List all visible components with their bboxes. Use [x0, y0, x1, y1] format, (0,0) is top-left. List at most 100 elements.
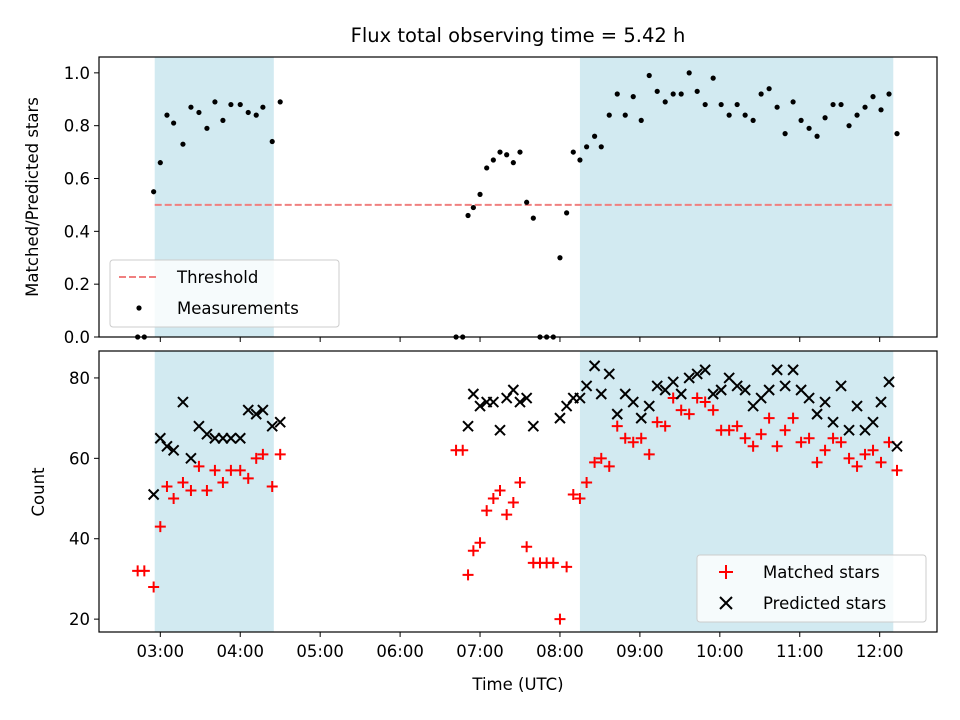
measurement-point — [484, 165, 490, 171]
matched-star-point — [635, 432, 647, 444]
measurement-point — [490, 157, 496, 163]
matched-star-point — [154, 521, 166, 533]
predicted-star-point — [588, 360, 601, 372]
ratio-y-axis-label: Matched/Predicted stars — [23, 97, 42, 297]
measurement-point — [164, 112, 170, 118]
matched-star-point — [763, 412, 775, 424]
predicted-star-point — [527, 420, 540, 432]
measurement-point — [237, 101, 243, 108]
predicted-star-point — [675, 388, 687, 400]
predicted-star-point — [819, 396, 831, 408]
measurement-point — [497, 149, 503, 155]
matched-star-point — [683, 408, 695, 420]
predicted-star-point — [635, 412, 647, 424]
measurement-point — [204, 125, 210, 131]
predicted-star-point — [643, 400, 655, 412]
matched-star-point — [851, 460, 863, 472]
matched-star-point — [554, 613, 566, 625]
ratio-y-tick-label: 0.2 — [64, 275, 90, 294]
measurement-point — [750, 117, 756, 123]
measurement-point — [878, 107, 884, 113]
predicted-star-point — [691, 368, 703, 380]
predicted-legend-swatch — [719, 596, 733, 610]
count-legend: Matched stars Predicted stars — [696, 554, 927, 623]
matched-star-point — [699, 396, 711, 408]
matched-star-point — [161, 480, 173, 492]
ratio-y-tick-label: 0.4 — [64, 222, 90, 241]
predicted-star-point — [520, 392, 533, 404]
matched-star-point — [501, 509, 513, 521]
x-tick-label: 10:00 — [696, 642, 744, 661]
measurement-point — [584, 144, 590, 150]
measurement-point — [782, 131, 788, 137]
predicted-star-point — [787, 364, 799, 376]
measurement-point — [171, 120, 177, 126]
x-tick-label: 11:00 — [776, 642, 824, 661]
predicted-star-point — [242, 404, 254, 416]
matched-star-point — [193, 460, 205, 472]
measurement-point — [654, 88, 660, 94]
x-axis-label: Time (UTC) — [471, 675, 563, 694]
x-tick-label: 08:00 — [536, 642, 584, 661]
measurement-point — [838, 101, 844, 108]
matched-star-point — [209, 464, 221, 476]
count-y-tick-label: 20 — [69, 610, 90, 629]
matched-star-point — [574, 493, 586, 505]
predicted-star-point — [580, 380, 593, 392]
predicted-star-point — [707, 388, 719, 400]
matched-star-point — [595, 452, 607, 464]
measurement-point — [277, 99, 283, 105]
predicted-star-point — [487, 396, 500, 408]
measurement-point — [212, 99, 218, 105]
predicted-star-point — [867, 416, 879, 428]
matched-star-point — [507, 497, 519, 509]
matched-star-point — [843, 452, 855, 464]
matched-star-point — [891, 464, 903, 476]
measurement-point — [630, 94, 636, 100]
measurement-point — [245, 109, 251, 116]
matched-star-point — [462, 569, 474, 581]
matched-star-point — [474, 537, 486, 549]
count-shaded-interval — [154, 351, 274, 632]
measurement-point — [638, 117, 644, 123]
predicted-star-point — [494, 424, 506, 436]
predicted-star-point — [225, 432, 237, 444]
ratio-shaded-interval — [579, 57, 894, 337]
predicted-star-point — [651, 380, 663, 392]
matched-star-point — [875, 456, 887, 468]
predicted-star-point — [274, 416, 286, 428]
matched-star-point — [827, 432, 839, 444]
matched-star-point — [168, 493, 180, 505]
matched-star-point — [867, 444, 879, 456]
measurement-point — [830, 101, 836, 108]
measurement-point — [814, 133, 820, 139]
measurement-point — [790, 99, 796, 105]
matched-star-point — [581, 476, 593, 488]
measurement-point — [622, 112, 628, 118]
matched-star-point — [148, 581, 160, 593]
measurement-point — [570, 149, 576, 155]
measurement-point — [862, 104, 868, 110]
matched-star-point — [755, 428, 767, 440]
measurement-point — [524, 199, 530, 205]
matched-star-point — [521, 541, 533, 553]
measurements-legend-swatch — [136, 305, 142, 311]
measurement-point — [894, 131, 900, 137]
measurement-point — [220, 117, 226, 123]
measurement-point — [557, 255, 563, 261]
matched-star-point — [811, 456, 823, 468]
measurement-point — [774, 104, 780, 110]
chart-title: Flux total observing time = 5.42 h — [351, 24, 686, 47]
count-y-tick-label: 40 — [69, 530, 90, 549]
measurement-point — [662, 99, 668, 105]
predicted-star-point — [803, 392, 815, 404]
measurement-point — [151, 189, 157, 195]
measurement-point — [822, 115, 828, 121]
matched-star-point — [627, 436, 639, 448]
measurement-point — [465, 212, 471, 219]
x-tick-label: 12:00 — [856, 642, 904, 661]
measurement-point — [180, 141, 186, 147]
x-tick-label: 07:00 — [456, 642, 504, 661]
measurement-point — [886, 91, 892, 97]
measurement-point — [742, 112, 748, 118]
